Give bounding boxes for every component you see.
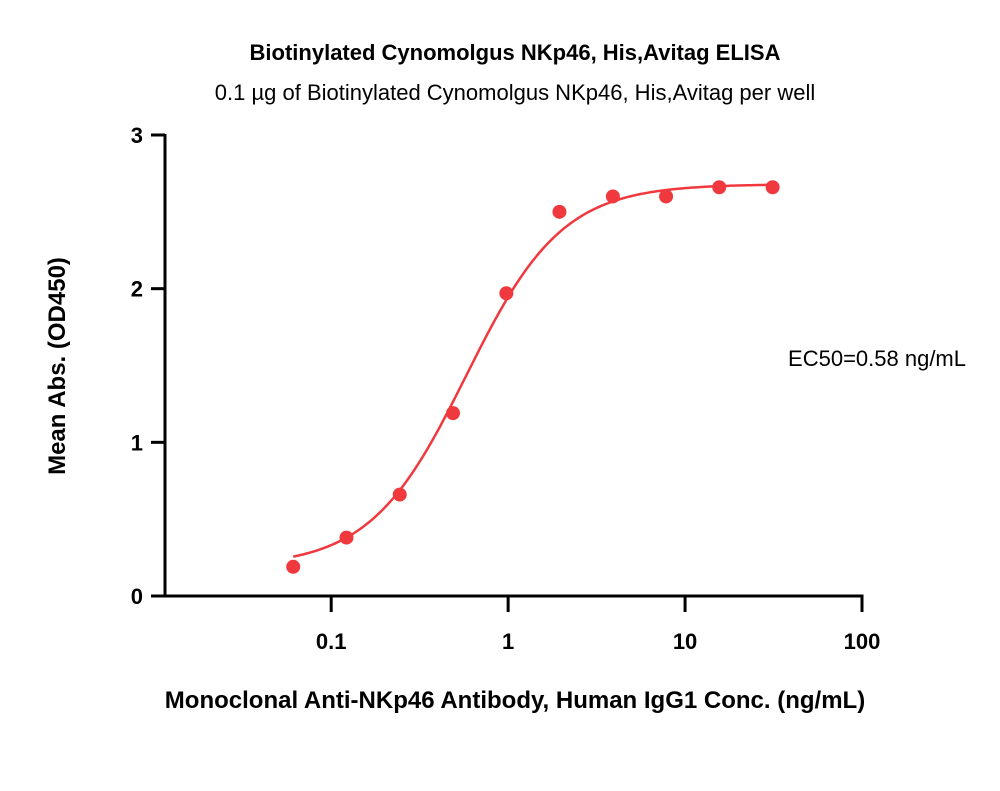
fit-curve: [292, 183, 773, 558]
data-point: [499, 286, 514, 301]
data-point: [765, 180, 780, 195]
x-tick-label: 1: [502, 629, 514, 654]
x-tick-label: 10: [673, 629, 697, 654]
x-tick-label: 100: [844, 629, 881, 654]
y-axis-label: Mean Abs. (OD450): [44, 257, 71, 475]
axes: [163, 134, 864, 598]
data-point: [339, 530, 354, 545]
data-point: [446, 406, 461, 421]
x-tick-label: 0.1: [316, 629, 347, 654]
chart-subtitle: 0.1 µg of Biotinylated Cynomolgus NKp46,…: [215, 80, 815, 105]
ticks: 0 1 2 3 0.1 1 10 100: [131, 123, 881, 654]
data-points: [286, 180, 780, 574]
data-point: [552, 204, 567, 219]
data-point: [659, 189, 674, 204]
y-tick-label: 1: [131, 430, 143, 455]
data-point: [392, 487, 407, 502]
y-tick-label: 0: [131, 584, 143, 609]
y-tick-label: 3: [131, 123, 143, 148]
ec50-annotation: EC50=0.58 ng/mL: [788, 346, 966, 371]
data-point: [286, 559, 301, 574]
data-point: [605, 189, 620, 204]
data-point: [712, 180, 727, 195]
x-axis-label: Monoclonal Anti-NKp46 Antibody, Human Ig…: [165, 687, 865, 714]
chart-title: Biotinylated Cynomolgus NKp46, His,Avita…: [250, 40, 781, 65]
y-tick-label: 2: [131, 277, 143, 302]
